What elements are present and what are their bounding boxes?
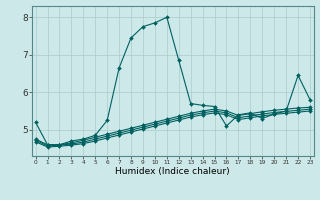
X-axis label: Humidex (Indice chaleur): Humidex (Indice chaleur) [116,167,230,176]
